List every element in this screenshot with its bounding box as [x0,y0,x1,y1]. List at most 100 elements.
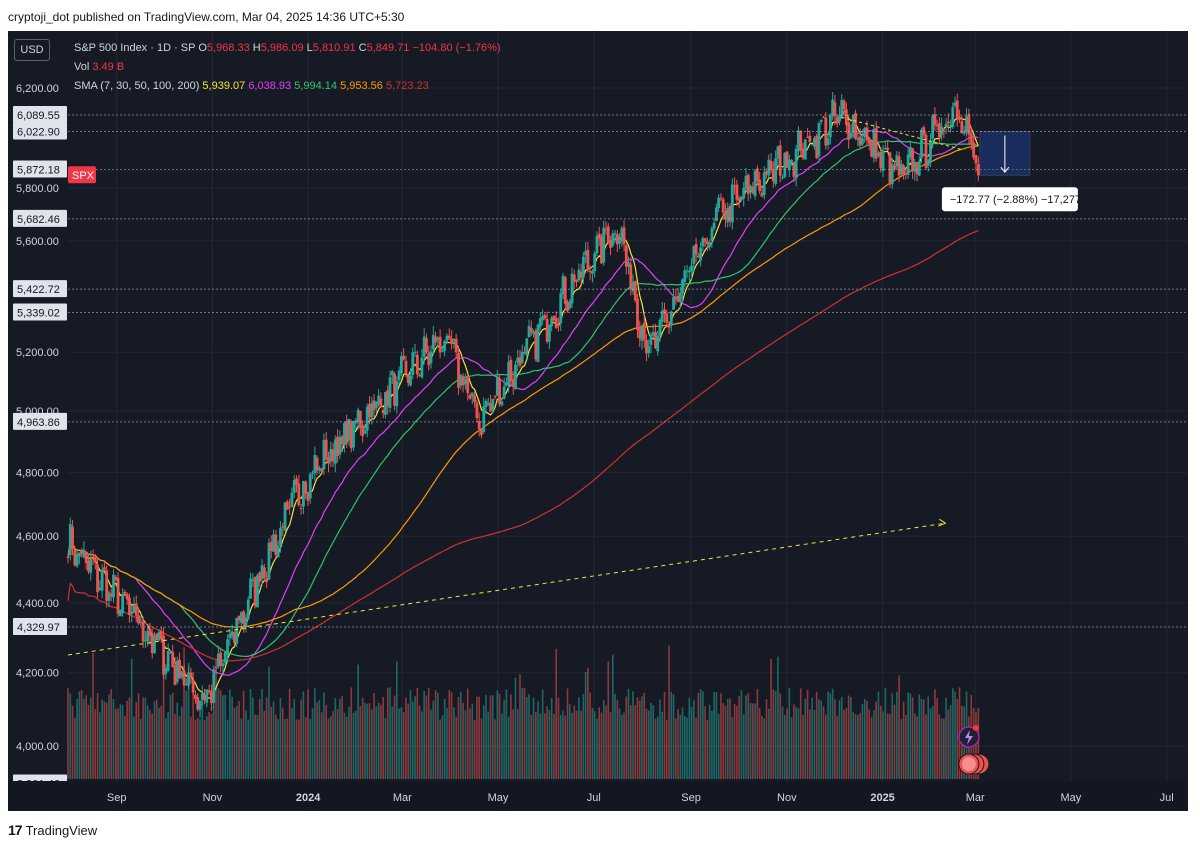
volume-bar [217,688,220,779]
candle-body [806,136,809,138]
volume-bar [229,689,231,779]
volume-bar [611,654,614,779]
volume-bar [690,706,693,779]
price-chart[interactable]: −172.77 (−2.88%) −17,277 4,000.00 4,200.00… [8,31,1188,811]
volume-bar [514,677,517,779]
candle-body [746,174,750,195]
candle-body [696,255,700,258]
candle-body [216,653,220,667]
volume-bar [368,703,371,779]
volume-bar [674,718,677,779]
sma-100-line [67,145,979,628]
volume-bar [137,693,140,779]
candle-body [322,440,326,469]
volume-bar [352,713,355,779]
volume-bar [231,696,233,779]
volume-bar [548,710,551,779]
volume-bar [275,714,277,779]
volume-bar [914,713,916,779]
volume-bar [343,712,346,779]
candle-body [822,116,825,118]
legend-vol-row: Vol 3.49 B [74,58,501,77]
candle-body [937,123,941,138]
volume-bar [827,691,829,779]
candle-body [705,241,709,245]
volume-bar [818,699,820,779]
x-tick-label: 2024 [296,792,321,804]
volume-bar [900,719,903,779]
candle-body [611,233,615,246]
candle-body [171,651,175,668]
candle-body [922,127,926,136]
candle-body [491,398,495,411]
candle-body [214,667,218,669]
candle-body [260,565,264,580]
candle-body [563,277,567,304]
volume-bar [101,699,103,779]
symbol-badge: SPX [72,170,95,182]
legend-symbol[interactable]: S&P 500 Index · 1D · SP [74,42,196,54]
volume-bar [194,719,197,779]
candle-body [507,361,511,384]
volume-bar [219,690,222,779]
volume-bar [418,705,421,779]
volume-bar [943,718,945,779]
candle-body [692,246,696,264]
candle-body [694,244,698,255]
volume-bar [745,695,747,779]
volume-bar [541,689,544,779]
sma-200-line [67,230,979,662]
candle-body [581,256,585,278]
volume-bar [688,697,691,779]
volume-bar [938,714,941,779]
y-axis: 4,000.00 4,200.00 4,400.00 4,600.00 4,800.00… [13,83,96,792]
candle-body [105,570,109,601]
volume-bar [931,706,934,779]
candle-body [404,360,408,374]
volume-bar [233,707,236,779]
y-tick-label: 6,200.00 [16,83,59,95]
volume-bar [521,688,524,779]
volume-bar [947,709,950,779]
volume-bar [573,705,576,779]
candle-body [844,109,848,126]
volume-bar [119,704,122,779]
candle-body [527,325,531,338]
legend-vol-label[interactable]: Vol [74,61,90,73]
volume-bar [736,705,738,779]
price-label-bg [13,303,67,321]
candle-body [568,301,572,309]
candle-body [221,663,225,667]
candle-body [361,425,365,437]
volume-bar [859,712,861,779]
volume-bar [498,693,501,779]
volume-bar [621,714,623,779]
candle-body [80,550,84,555]
candle-body [893,165,896,170]
currency-button[interactable]: USD [14,39,50,61]
volume-bar [602,700,605,779]
volume-bar [954,691,956,779]
candle-body [636,298,639,330]
legend-sma-label[interactable]: SMA (7, 30, 50, 100, 200) [74,80,200,92]
candle-body [629,264,633,290]
volume-bar [71,705,74,779]
volume-bar [726,698,729,779]
volume-bar [153,701,156,779]
chart-area[interactable]: −172.77 (−2.88%) −17,277 4,000.00 4,200.00… [8,31,1188,811]
candle-body [336,436,340,456]
candle-body [935,124,939,127]
volume-bar [384,717,387,779]
legend-high-label: H [252,42,261,54]
volume-bar [210,714,213,779]
candle-body [146,631,150,642]
candle-body [838,114,841,122]
candle-body [649,335,653,345]
volume-bar [934,689,936,779]
volume-bar [763,718,766,779]
volume-bar [652,705,655,779]
candle-body [495,377,499,396]
volume-bar [936,698,938,779]
volume-bar [779,693,782,779]
candle-body [228,633,232,639]
